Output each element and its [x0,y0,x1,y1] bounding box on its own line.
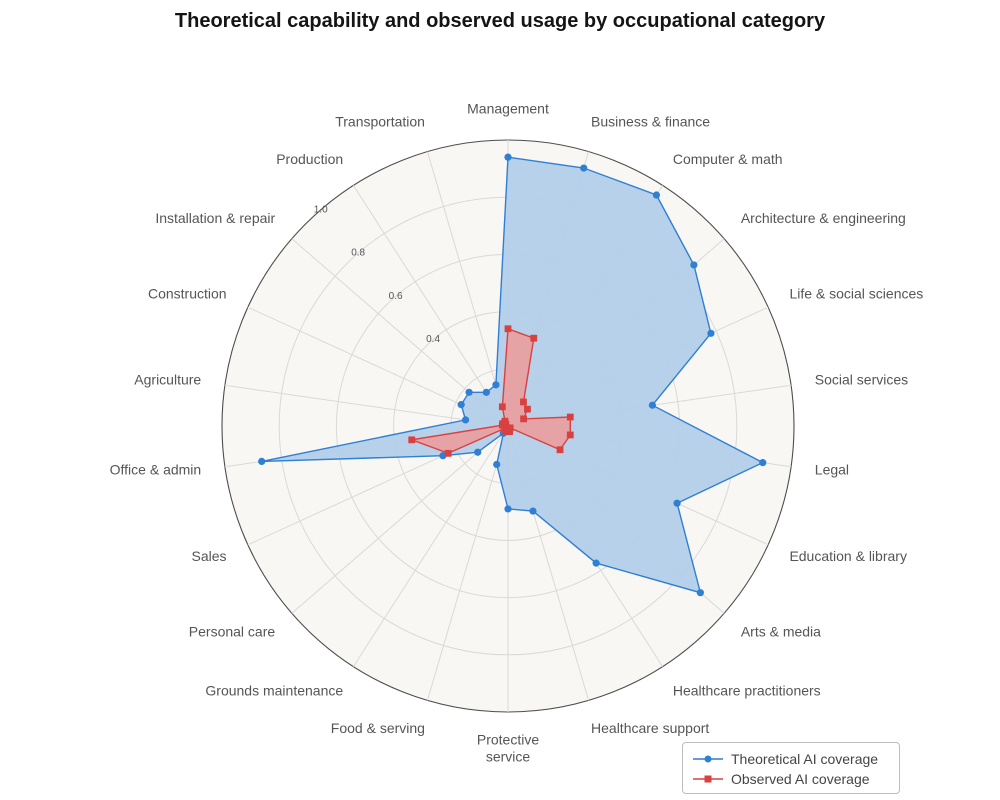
data-point-theoretical [492,381,500,389]
data-point-theoretical [707,329,715,337]
data-point-observed [566,431,574,439]
data-point-theoretical [592,559,600,567]
data-point-theoretical [580,164,588,172]
grid-spoke [352,425,509,667]
category-label: Agriculture [134,372,201,388]
radial-tick-label: 1.0 [314,204,328,215]
grid-spoke [426,425,509,701]
data-point-observed [520,415,528,423]
category-label: Protective service [477,731,539,764]
data-point-theoretical [493,460,501,469]
category-label: Grounds maintenance [205,683,343,699]
data-point-observed [524,405,531,413]
category-label: Office & admin [110,462,202,478]
category-label: Food & serving [331,720,425,736]
legend-marker-observed [693,775,723,783]
category-label: Installation & repair [155,210,275,226]
category-label: Management [467,101,549,117]
data-point-theoretical [482,388,490,396]
data-point-observed [501,417,509,425]
data-point-observed [520,398,527,406]
chart-title: Theoretical capability and observed usag… [174,10,826,32]
data-point-observed [504,325,512,333]
category-label: Construction [148,285,227,301]
data-point-theoretical [673,499,681,507]
category-label: Arts & media [741,624,821,640]
data-point-theoretical [690,261,698,269]
radial-tick-label: 0.4 [426,334,440,345]
data-point-theoretical [759,459,767,467]
grid-spoke [224,384,509,427]
legend-item-theoretical: Theoretical AI coverage [693,750,878,768]
category-label: Personal care [189,624,276,640]
category-label: Business & finance [591,114,710,130]
category-label: Production [276,151,343,167]
legend-marker-theoretical [693,755,723,763]
data-point-observed [556,446,564,454]
category-label: Life & social sciences [789,285,923,301]
data-point-theoretical [439,452,447,460]
category-label: Healthcare support [591,720,709,736]
data-point-theoretical [648,401,656,409]
data-point-observed [566,413,574,421]
data-point-theoretical [457,401,465,409]
legend-item-observed: Observed AI coverage [693,770,870,788]
data-point-observed [408,436,416,444]
grid-spoke [291,425,509,614]
data-point-theoretical [461,416,470,424]
radial-tick-label: 0.8 [351,248,365,259]
legend: Theoretical AI coverage Observed AI cove… [682,742,900,794]
category-label: Sales [192,548,227,564]
category-label: Education & library [789,548,907,564]
data-point-observed [444,449,452,457]
legend-label-theoretical: Theoretical AI coverage [731,751,879,767]
data-point-theoretical [696,589,704,597]
data-point-observed [498,403,506,411]
category-label: Transportation [335,114,425,130]
category-label: Computer & math [673,151,783,167]
data-point-observed [530,334,538,342]
data-point-theoretical [529,507,537,515]
data-point-theoretical [474,448,482,456]
data-point-theoretical [504,153,512,161]
data-point-observed [502,424,510,432]
data-point-theoretical [465,388,473,396]
data-point-theoretical [258,457,266,466]
radial-tick-label: 0.6 [389,291,403,302]
radar-series [258,153,767,597]
category-label: Healthcare practitioners [673,683,821,699]
legend-label-observed: Observed AI coverage [731,771,870,787]
grid-spoke [426,151,509,427]
grid-spoke [352,185,509,427]
data-point-theoretical [504,505,512,513]
category-label: Social services [815,372,908,388]
category-label: Legal [815,462,849,478]
radar-labels: 0.4 0.6 0.8 1.0 Management Business & finance… [110,101,924,764]
data-point-theoretical [652,191,661,199]
category-label: Architecture & engineering [741,210,906,226]
